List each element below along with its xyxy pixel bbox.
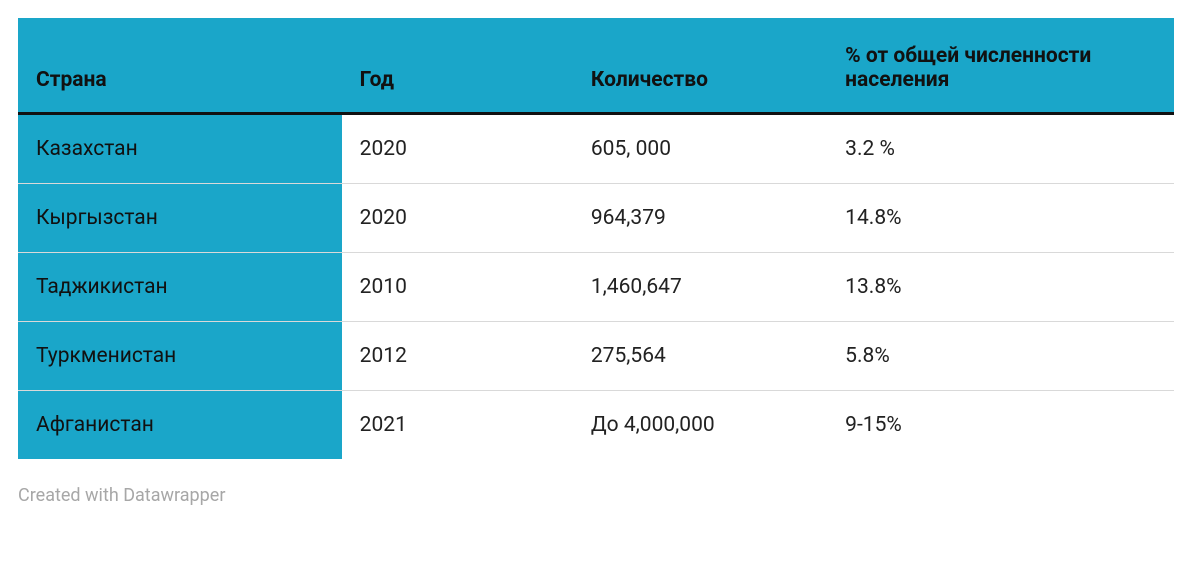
cell-count: 1,460,647 <box>573 253 827 322</box>
table-row: Туркменистан 2012 275,564 5.8% <box>18 322 1174 391</box>
cell-year: 2020 <box>342 114 573 184</box>
data-table: Страна Год Количество % от общей численн… <box>18 18 1174 459</box>
cell-count: 275,564 <box>573 322 827 391</box>
table-header-pct: % от общей численности населения <box>827 18 1174 114</box>
table-header-count: Количество <box>573 18 827 114</box>
cell-country: Афганистан <box>18 391 342 460</box>
cell-country: Казахстан <box>18 114 342 184</box>
cell-year: 2021 <box>342 391 573 460</box>
cell-country: Кыргызстан <box>18 184 342 253</box>
cell-year: 2020 <box>342 184 573 253</box>
table-header-country: Страна <box>18 18 342 114</box>
table-header-year: Год <box>342 18 573 114</box>
table-row: Кыргызстан 2020 964,379 14.8% <box>18 184 1174 253</box>
cell-pct: 3.2 % <box>827 114 1174 184</box>
table-header-row: Страна Год Количество % от общей численн… <box>18 18 1174 114</box>
cell-country: Таджикистан <box>18 253 342 322</box>
cell-count: 964,379 <box>573 184 827 253</box>
cell-pct: 5.8% <box>827 322 1174 391</box>
cell-pct: 9-15% <box>827 391 1174 460</box>
table-row: Казахстан 2020 605, 000 3.2 % <box>18 114 1174 184</box>
cell-pct: 14.8% <box>827 184 1174 253</box>
cell-year: 2010 <box>342 253 573 322</box>
cell-count: 605, 000 <box>573 114 827 184</box>
table-row: Таджикистан 2010 1,460,647 13.8% <box>18 253 1174 322</box>
data-table-container: Страна Год Количество % от общей численн… <box>18 18 1174 459</box>
cell-count: До 4,000,000 <box>573 391 827 460</box>
cell-year: 2012 <box>342 322 573 391</box>
cell-country: Туркменистан <box>18 322 342 391</box>
footer-credit: Created with Datawrapper <box>18 485 1174 506</box>
table-row: Афганистан 2021 До 4,000,000 9-15% <box>18 391 1174 460</box>
cell-pct: 13.8% <box>827 253 1174 322</box>
